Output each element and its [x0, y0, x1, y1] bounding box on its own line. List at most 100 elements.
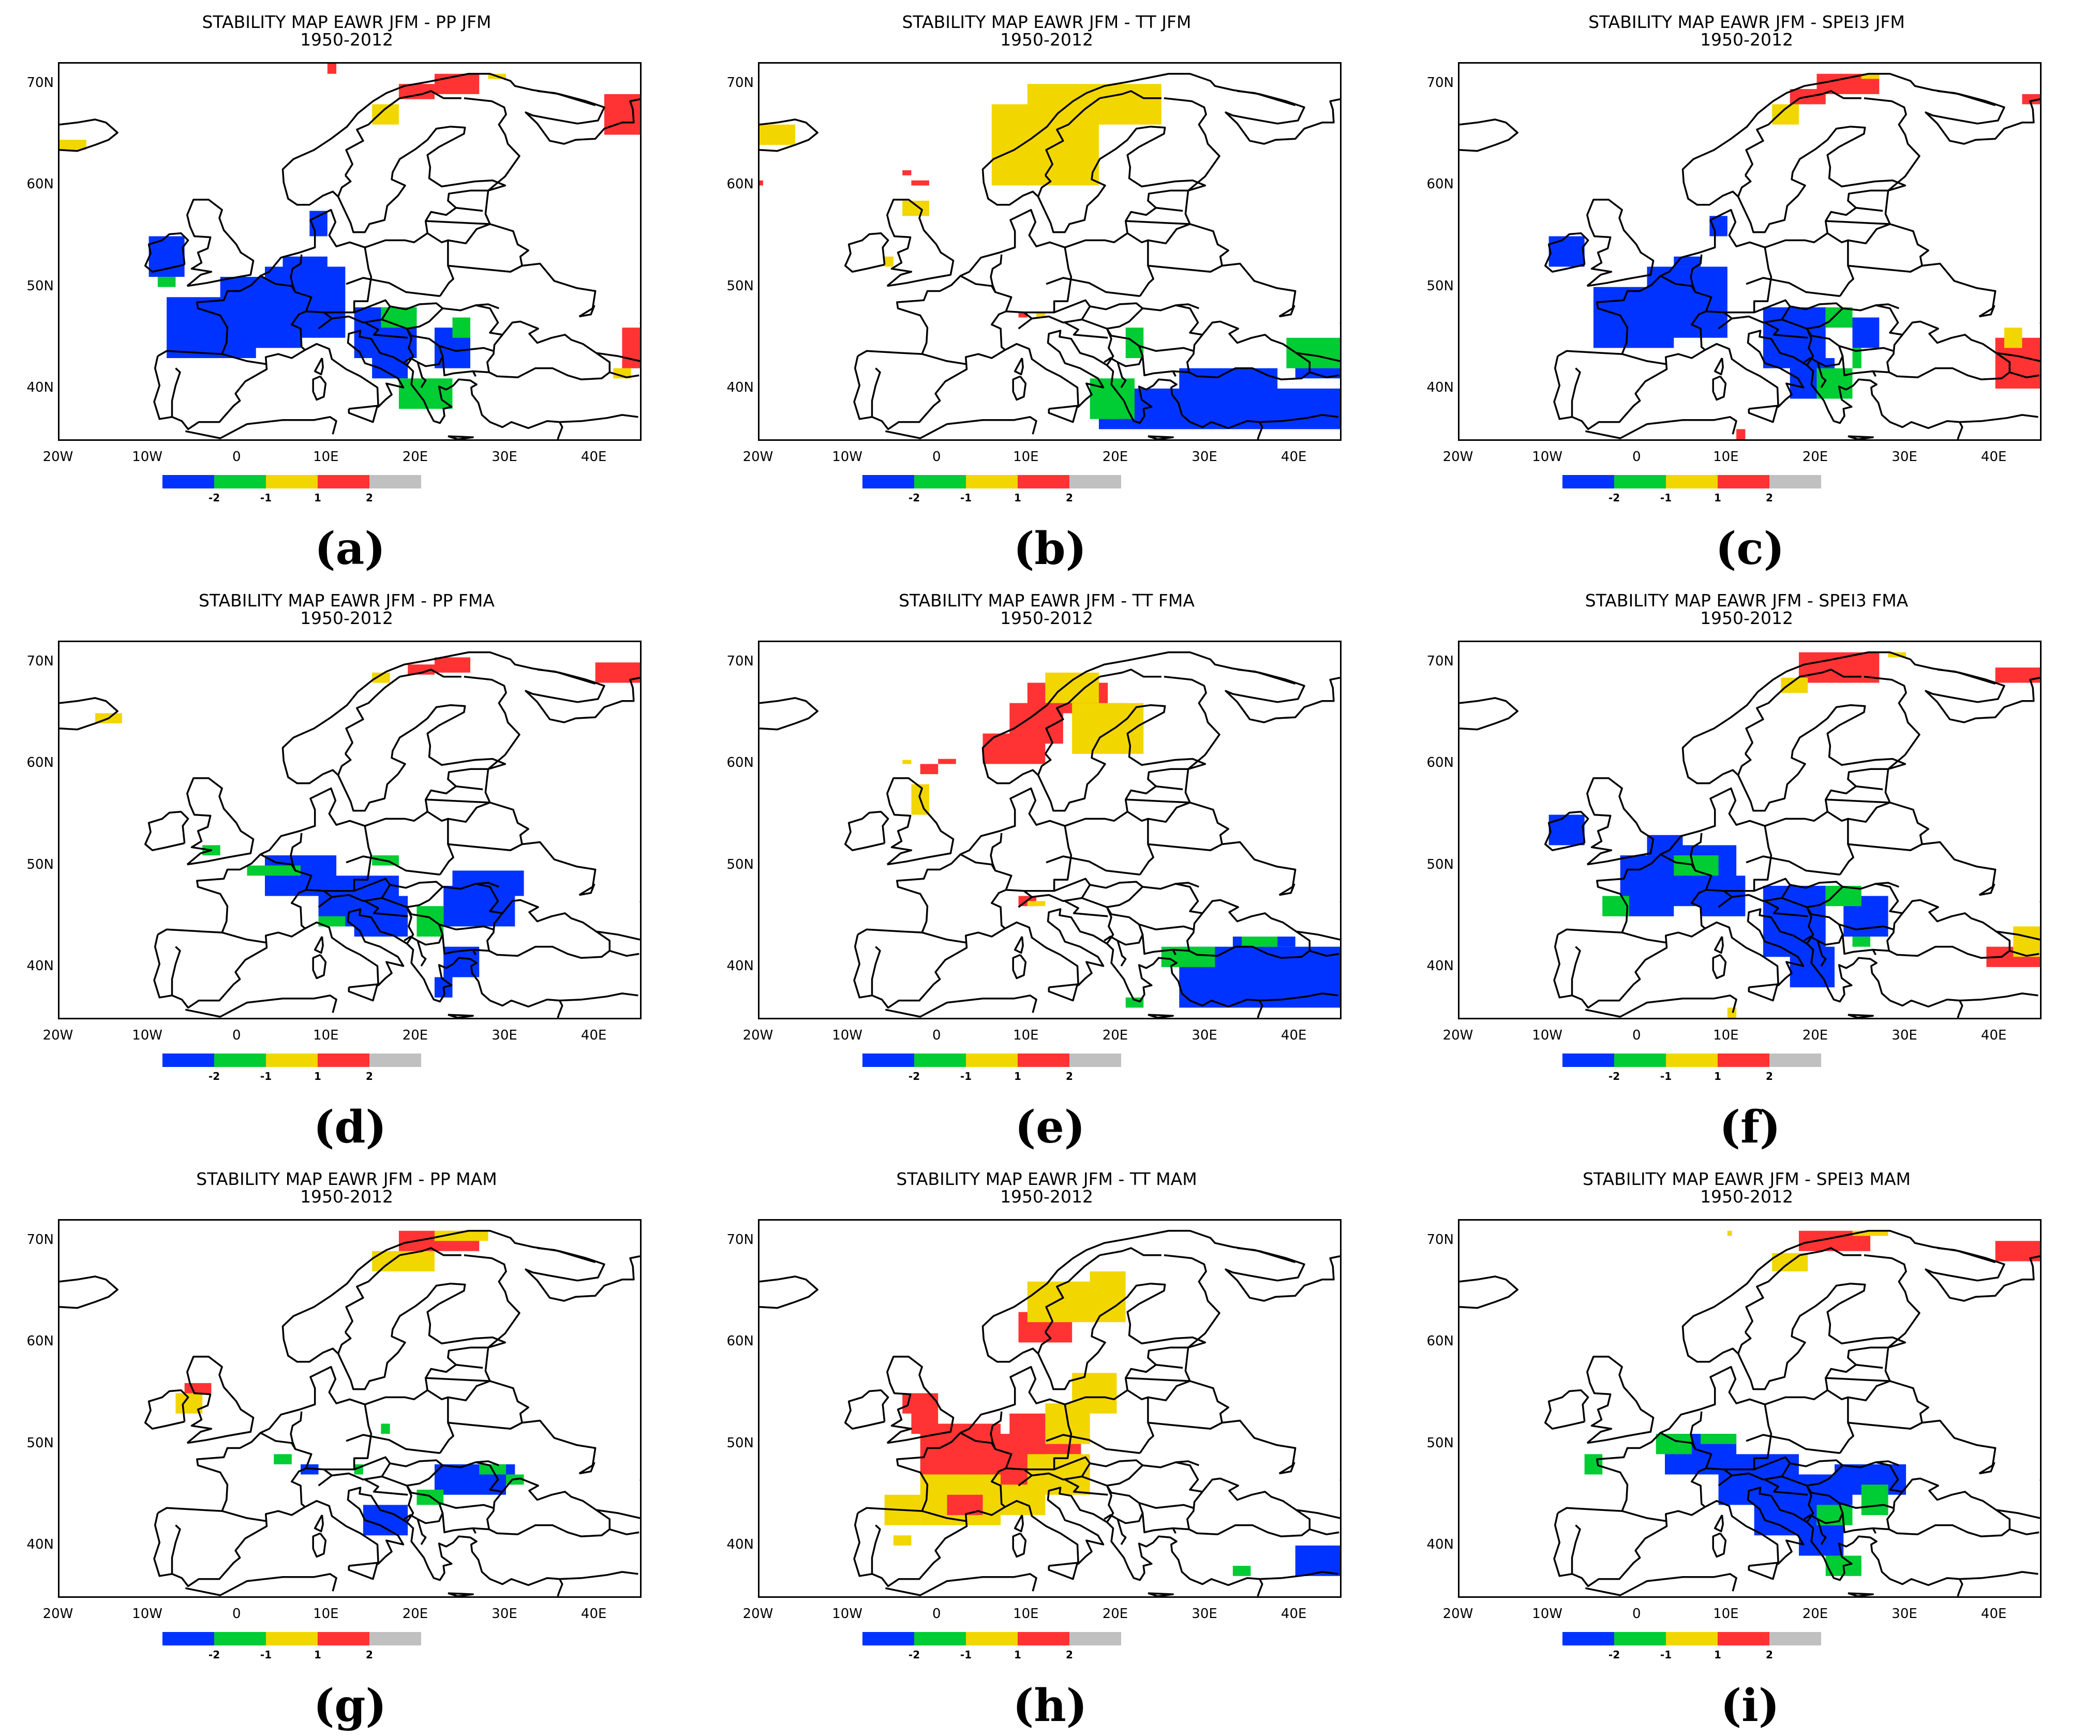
- coastline: [1746, 855, 1840, 876]
- map-frame: [58, 641, 642, 1019]
- lon-tick-label: 10E: [1013, 1028, 1039, 1043]
- lon-tick-label: 10W: [1532, 1606, 1562, 1622]
- lat-tick-label: 70N: [26, 75, 54, 91]
- coastline: [439, 345, 494, 352]
- lon-tick-label: 30E: [1892, 1028, 1917, 1043]
- colorbar-swatch: [914, 1632, 966, 1645]
- coastline: [346, 1434, 440, 1455]
- coastline: [1544, 1389, 1589, 1430]
- coastline: [1827, 232, 1854, 297]
- coastline: [185, 995, 337, 1018]
- colorbar-swatch: [1614, 1054, 1666, 1067]
- stability-patch: [59, 140, 86, 150]
- colorbar-label: -2: [1608, 1649, 1620, 1661]
- coastline: [537, 1247, 596, 1264]
- map-panel: STABILITY MAP EAWR JFM - TT MAM 1950-2012…: [700, 1157, 1400, 1735]
- coastline: [1018, 896, 1033, 908]
- lon-tick-label: 20W: [742, 449, 773, 465]
- map-frame: [1458, 62, 2042, 441]
- coastline: [464, 675, 520, 770]
- coastline: [1544, 232, 1589, 273]
- coastline: [1864, 97, 1920, 191]
- lat-tick-label: 40N: [26, 379, 54, 395]
- coastline: [486, 320, 611, 380]
- coastline: [1090, 302, 1144, 330]
- colorbar-swatch: [369, 1632, 421, 1645]
- colorbar-label: 2: [1066, 1070, 1073, 1082]
- coastline: [1099, 90, 1161, 99]
- stability-patch: [1242, 937, 1278, 947]
- stability-patch: [1852, 937, 1871, 947]
- coastline: [1621, 353, 1667, 365]
- coastline: [1748, 983, 1779, 1002]
- lat-tick-label: 70N: [726, 75, 754, 91]
- colorbar-label: 2: [1766, 1649, 1773, 1661]
- lat-tick-label: 60N: [726, 176, 754, 192]
- coastline: [489, 802, 529, 851]
- stability-patch: [1861, 73, 1880, 79]
- map-canvas: [59, 651, 640, 1018]
- coastline: [348, 405, 379, 423]
- coastline: [1296, 352, 1340, 362]
- coastline: [425, 1377, 490, 1382]
- coastline: [416, 1519, 427, 1545]
- coastline: [1889, 1380, 1929, 1430]
- coastline: [1148, 435, 1174, 439]
- coastline: [153, 908, 563, 1018]
- coastline: [1148, 1347, 1191, 1402]
- coastline: [314, 936, 324, 954]
- coastline: [185, 1573, 337, 1596]
- colorbar-label: -2: [1608, 492, 1620, 504]
- panel-title: STABILITY MAP EAWR JFM - PP MAM 1950-2012: [52, 1170, 642, 1206]
- coastline: [1825, 1377, 1890, 1382]
- colorbar-label: -2: [908, 1070, 920, 1082]
- lat-tick-label: 50N: [1426, 856, 1454, 872]
- stability-patch: [1179, 368, 1278, 399]
- stability-patch: [1701, 1434, 1737, 1444]
- coastline: [221, 353, 267, 365]
- colorbar-label: 2: [1066, 492, 1073, 504]
- coastline: [448, 769, 491, 823]
- coastline: [853, 330, 1263, 439]
- coastline: [1959, 414, 2038, 423]
- map-panel: STABILITY MAP EAWR JFM - SPEI3 JFM 1950-2…: [1400, 0, 2100, 578]
- coastline: [1064, 900, 1108, 917]
- coastline: [1018, 318, 1033, 330]
- coastline: [1014, 358, 1024, 376]
- lat-tick-label: 40N: [1426, 1536, 1454, 1552]
- coastline: [1014, 1515, 1024, 1533]
- lon-tick-label: 20W: [1442, 1606, 1473, 1622]
- coastline: [1848, 190, 1891, 245]
- coastline: [59, 1275, 118, 1309]
- coastline: [1806, 328, 1814, 366]
- stability-patch: [1090, 1271, 1126, 1323]
- stability-patch: [1027, 901, 1046, 907]
- coastline: [1544, 810, 1589, 851]
- lat-tick-label: 70N: [1426, 654, 1454, 670]
- coastline: [1690, 833, 1703, 871]
- colorbar-swatch: [1614, 475, 1666, 488]
- panel-title-line1: STABILITY MAP EAWR JFM - PP MAM: [196, 1169, 497, 1189]
- coastline: [1856, 206, 1883, 212]
- map-frame: [758, 62, 1342, 441]
- coastline: [427, 232, 454, 297]
- colorbar-swatch: [214, 475, 266, 488]
- coastline: [537, 90, 596, 107]
- lat-tick-label: 40N: [1426, 379, 1454, 395]
- coastline: [464, 97, 520, 191]
- coastline: [323, 878, 391, 902]
- coastline: [596, 1509, 640, 1519]
- coastline: [1044, 1254, 1100, 1333]
- coastline: [425, 798, 490, 804]
- panel-title: STABILITY MAP EAWR JFM - TT FMA 1950-2012: [752, 592, 1342, 627]
- panel-title-line2: 1950-2012: [300, 608, 393, 628]
- coastline: [1712, 954, 1727, 980]
- coastline: [144, 232, 189, 273]
- colorbar-swatch: [1718, 475, 1769, 488]
- lon-tick-label: 40E: [1980, 1606, 2007, 1622]
- colorbar-swatch: [862, 475, 914, 488]
- colorbar-label: -1: [1660, 1070, 1672, 1082]
- coastline: [1996, 1509, 2040, 1519]
- coastline: [1873, 1527, 1889, 1531]
- colorbar-swatch: [318, 1054, 369, 1067]
